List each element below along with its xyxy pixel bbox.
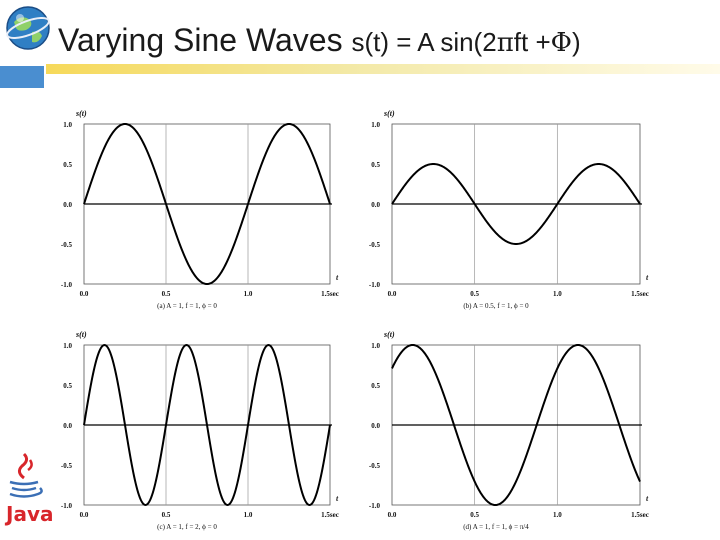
chart-panel-1: 1.0 0.5 0.0 -0.5 -1.0 0.0 0.5 1.0 1.5sec s(t) t (a)… bbox=[61, 109, 339, 310]
title-formula-prefix: s(t) = A sin(2 bbox=[351, 27, 497, 57]
x-tick-label: 1.0 bbox=[244, 290, 253, 298]
x-axis-label: t bbox=[646, 273, 649, 282]
x-tick-label: 1.0 bbox=[553, 511, 562, 519]
sine-series-line bbox=[83, 343, 331, 507]
x-tick-label: 0.0 bbox=[80, 511, 89, 519]
x-tick-label: 0.0 bbox=[388, 511, 397, 519]
title-formula-mid: ft + bbox=[513, 27, 551, 57]
title-main: Varying Sine Waves bbox=[58, 22, 343, 58]
title-phi-symbol: Φ bbox=[550, 28, 572, 58]
sine-series-line bbox=[83, 122, 331, 286]
y-tick-label: 1.0 bbox=[371, 121, 380, 129]
x-tick-label: 1.5sec bbox=[631, 511, 649, 519]
y-tick-label: -0.5 bbox=[369, 241, 381, 249]
y-axis-label: s(t) bbox=[383, 109, 395, 118]
y-tick-label: -1.0 bbox=[369, 502, 381, 510]
chart-panel-4: 1.0 0.5 0.0 -0.5 -1.0 0.0 0.5 1.0 1.5sec s(t) t (d)… bbox=[369, 330, 649, 531]
y-tick-label: 0.0 bbox=[63, 422, 72, 430]
chart-caption: (a) A = 1, f = 1, ϕ = 0 bbox=[157, 302, 217, 310]
x-tick-label: 1.0 bbox=[244, 511, 253, 519]
y-tick-label: 1.0 bbox=[63, 342, 72, 350]
title-pi-symbol: π bbox=[496, 28, 514, 58]
x-tick-label: 1.5sec bbox=[631, 290, 649, 298]
y-tick-label: 0.5 bbox=[63, 161, 72, 169]
x-tick-label: 0.5 bbox=[162, 511, 171, 519]
y-tick-label: 0.5 bbox=[63, 382, 72, 390]
x-tick-label: 0.5 bbox=[470, 290, 479, 298]
x-tick-label: 1.0 bbox=[553, 290, 562, 298]
y-tick-label: -1.0 bbox=[369, 281, 381, 289]
title-underline-bar bbox=[46, 64, 720, 74]
y-axis-label: s(t) bbox=[75, 330, 87, 339]
y-tick-label: 0.0 bbox=[371, 422, 380, 430]
chart-caption: (b) A = 0.5, f = 1, ϕ = 0 bbox=[463, 302, 529, 310]
y-tick-label: 0.5 bbox=[371, 161, 380, 169]
corner-accent-box bbox=[0, 66, 44, 88]
x-tick-label: 0.5 bbox=[162, 290, 171, 298]
x-tick-label: 0.0 bbox=[388, 290, 397, 298]
chart-panel-2: 1.0 0.5 0.0 -0.5 -1.0 0.0 0.5 1.0 1.5sec s(t) t (b)… bbox=[369, 109, 649, 310]
java-label: Java bbox=[6, 502, 54, 526]
java-cup-icon bbox=[9, 452, 43, 498]
x-tick-label: 0.5 bbox=[470, 511, 479, 519]
y-axis-label: s(t) bbox=[383, 330, 395, 339]
chart-caption: (c) A = 1, f = 2, ϕ = 0 bbox=[157, 523, 217, 531]
x-tick-label: 1.5sec bbox=[321, 511, 339, 519]
y-tick-label: 1.0 bbox=[371, 342, 380, 350]
y-tick-label: -0.5 bbox=[61, 462, 73, 470]
y-tick-label: 0.0 bbox=[63, 201, 72, 209]
x-axis-label: t bbox=[336, 494, 339, 503]
globe-logo-icon bbox=[6, 6, 50, 50]
x-axis-label: t bbox=[336, 273, 339, 282]
chart-panel-3: 1.0 0.5 0.0 -0.5 -1.0 0.0 0.5 1.0 1.5sec s(t) t (c)… bbox=[61, 330, 339, 531]
y-tick-label: 0.5 bbox=[371, 382, 380, 390]
y-tick-label: -0.5 bbox=[61, 241, 73, 249]
sine-series-line bbox=[391, 343, 641, 507]
y-tick-label: -1.0 bbox=[61, 502, 73, 510]
x-tick-label: 1.5sec bbox=[321, 290, 339, 298]
y-axis-label: s(t) bbox=[75, 109, 87, 118]
x-tick-label: 0.0 bbox=[80, 290, 89, 298]
title-formula-suffix: ) bbox=[571, 27, 581, 57]
x-axis-label: t bbox=[646, 494, 649, 503]
y-tick-label: -1.0 bbox=[61, 281, 73, 289]
slide-title: Varying Sine Waves s(t) = A sin(2πft +Φ) bbox=[58, 22, 581, 59]
y-tick-label: 1.0 bbox=[63, 121, 72, 129]
sine-series-line bbox=[391, 162, 641, 246]
y-tick-label: 0.0 bbox=[371, 201, 380, 209]
chart-caption: (d) A = 1, f = 1, ϕ = π/4 bbox=[463, 523, 529, 531]
y-tick-label: -0.5 bbox=[369, 462, 381, 470]
title-formula: s(t) = A sin(2πft +Φ) bbox=[351, 27, 581, 58]
